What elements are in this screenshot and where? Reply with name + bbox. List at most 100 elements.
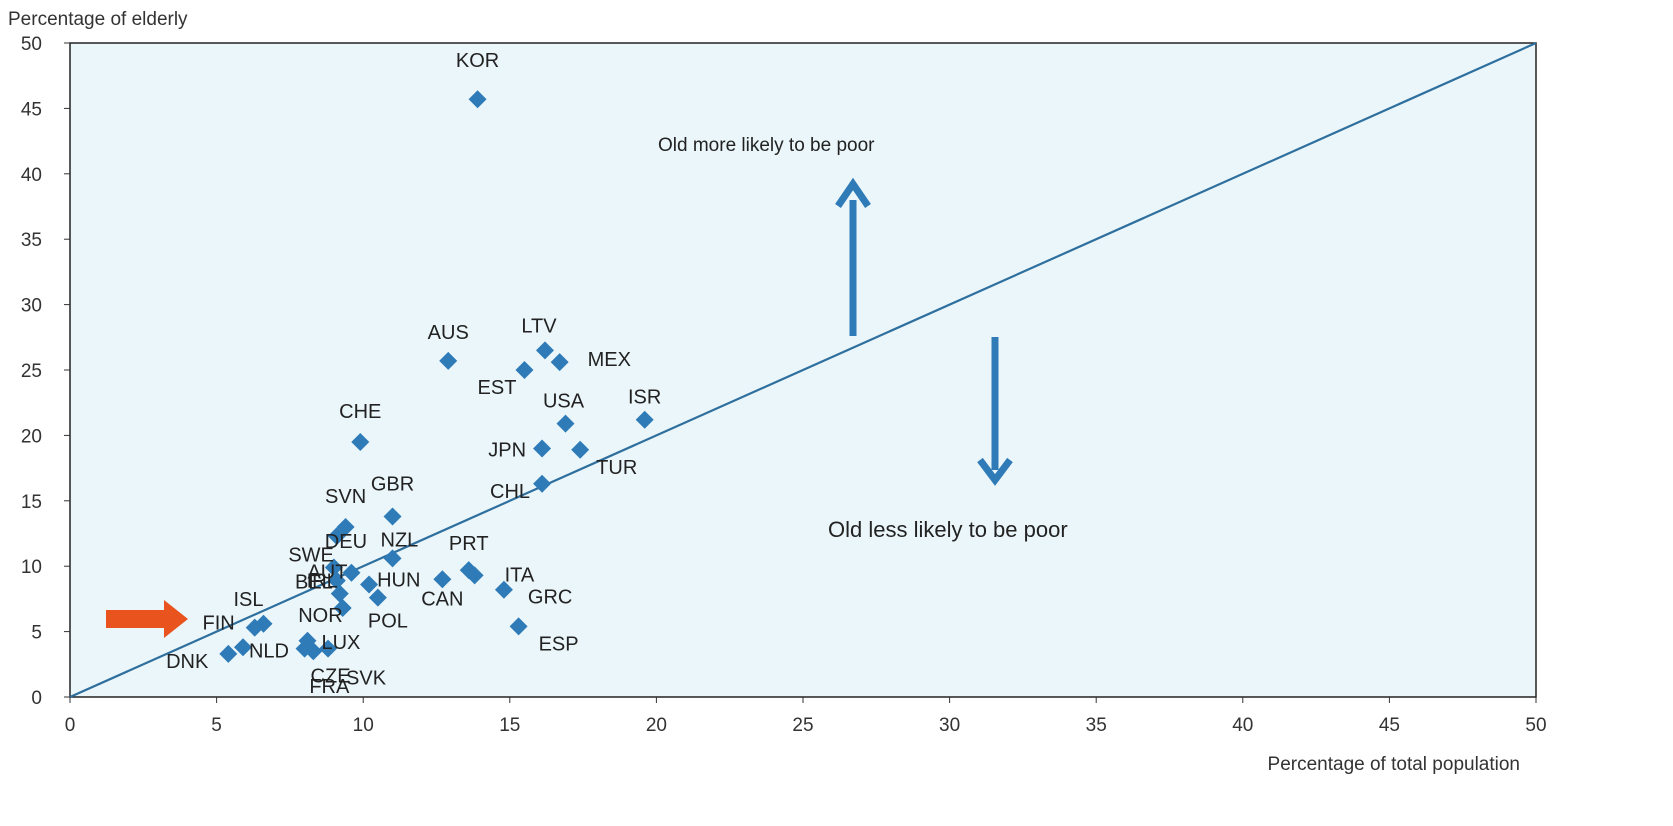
point-label-svk: SVK: [346, 668, 387, 690]
x-tick-label: 35: [1086, 715, 1107, 736]
point-jpn: [533, 439, 552, 458]
y-axis-ticks: 0 5 10 15 20 25 30 35 40 45 50: [21, 34, 70, 709]
point-label-pol: POL: [368, 611, 408, 633]
point-label-jpn: JPN: [488, 439, 526, 461]
point-label-lux: LUX: [321, 632, 360, 654]
y-tick-label: 20: [21, 426, 42, 447]
point-label-ita: ITA: [505, 564, 535, 586]
highlight-arrow-icon: [106, 600, 188, 638]
reference-line-group: [69, 41, 1537, 699]
point-label-prt: PRT: [449, 533, 489, 555]
point-label-can: CAN: [421, 588, 463, 610]
point-can: [433, 570, 452, 589]
point-chl: [533, 474, 552, 493]
y-tick-label: 5: [31, 623, 42, 644]
point-hun: [360, 575, 379, 594]
y-tick-label: 50: [21, 34, 42, 55]
point-label-nld: NLD: [249, 640, 289, 662]
x-tick-label: 25: [792, 715, 813, 736]
point-label-tur: TUR: [596, 457, 637, 479]
point-label-est: EST: [478, 377, 517, 399]
point-usa: [556, 414, 575, 433]
point-label-swe: SWE: [288, 545, 334, 567]
annotation-old-less-likely: Old less likely to be poor: [828, 517, 1068, 542]
point-gbr: [383, 507, 402, 526]
point-fin: [245, 618, 264, 637]
x-axis-ticks: 0 5 10 15 20 25 30 35 40 45 50: [65, 697, 1547, 736]
y-tick-label: 30: [21, 296, 42, 317]
point-nzl: [383, 549, 402, 568]
point-label-ltv: LTV: [521, 315, 557, 337]
point-label-esp: ESP: [539, 633, 579, 655]
point-ltv: [535, 341, 554, 360]
annotation-old-more-likely: Old more likely to be poor: [658, 135, 875, 156]
arrow-up-head: [835, 177, 871, 208]
point-label-svn: SVN: [325, 486, 366, 508]
point-label-mex: MEX: [588, 349, 631, 371]
point-label-hun: HUN: [377, 570, 420, 592]
y-tick-label: 25: [21, 361, 42, 382]
point-kor: [468, 90, 487, 109]
arrow-down-head: [977, 457, 1013, 486]
y-tick-label: 10: [21, 557, 42, 578]
y-tick-label: 15: [21, 492, 42, 513]
point-label-dnk: DNK: [166, 651, 209, 673]
point-irl: [330, 584, 349, 603]
point-label-isr: ISR: [628, 387, 661, 409]
point-swe: [324, 558, 343, 577]
point-che: [351, 432, 370, 451]
x-tick-label: 50: [1525, 715, 1546, 736]
x-tick-label: 20: [646, 715, 667, 736]
point-fra: [304, 642, 323, 661]
point-label-nzl: NZL: [381, 529, 419, 551]
x-tick-label: 10: [353, 715, 374, 736]
highlight-arrow-shape: [106, 600, 188, 638]
point-label-grc: GRC: [528, 587, 572, 609]
point-nld: [233, 638, 252, 657]
reference-line: [69, 41, 1537, 699]
y-tick-label: 0: [31, 688, 42, 709]
point-mex: [550, 353, 569, 372]
point-deu: [327, 527, 346, 546]
point-label-kor: KOR: [456, 50, 499, 72]
x-tick-label: 5: [211, 715, 222, 736]
y-tick-label: 35: [21, 230, 42, 251]
point-ita: [465, 566, 484, 585]
point-aus: [439, 351, 458, 370]
point-label-aut: AUT: [307, 562, 347, 584]
point-label-irl: IRL: [307, 571, 338, 593]
point-grc: [494, 580, 513, 599]
annotation-arrows: [835, 177, 1013, 486]
point-bel: [327, 571, 346, 590]
point-pol: [368, 588, 387, 607]
point-label-aus: AUS: [428, 322, 469, 344]
x-tick-label: 0: [65, 715, 76, 736]
point-aut: [342, 563, 361, 582]
point-tur: [571, 440, 590, 459]
point-est: [515, 361, 534, 379]
data-points: [219, 90, 654, 663]
point-label-isl: ISL: [233, 589, 263, 611]
point-label-deu: DEU: [325, 531, 367, 553]
y-tick-label: 45: [21, 99, 42, 120]
point-nor: [333, 599, 352, 618]
point-label-che: CHE: [339, 401, 381, 423]
x-tick-label: 45: [1379, 715, 1400, 736]
point-esp: [509, 617, 528, 636]
point-label-fin: FIN: [202, 613, 234, 635]
point-label-fra: FRA: [309, 676, 350, 698]
point-label-gbr: GBR: [371, 473, 414, 495]
point-svk: [319, 639, 338, 658]
x-tick-label: 40: [1232, 715, 1253, 736]
x-tick-label: 15: [499, 715, 520, 736]
x-axis-label: Percentage of total population: [1268, 754, 1520, 775]
point-label-bel: BEL: [295, 572, 333, 594]
point-label-nor: NOR: [298, 605, 342, 627]
point-label-cze: CZE: [311, 666, 351, 688]
y-tick-label: 40: [21, 165, 42, 186]
point-label-usa: USA: [543, 391, 585, 413]
point-dnk: [219, 644, 238, 663]
point-isr: [635, 410, 654, 429]
